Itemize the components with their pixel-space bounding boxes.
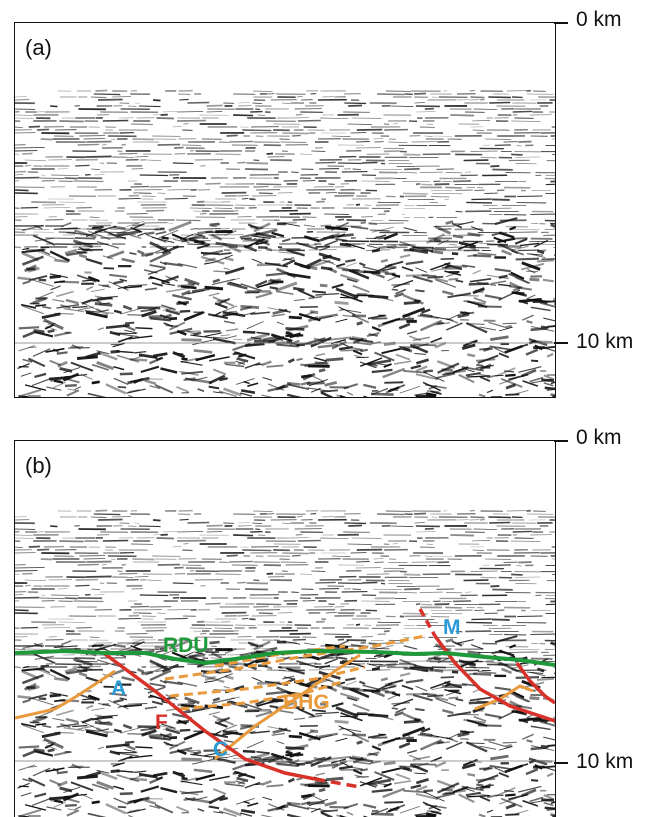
seismic-panel-b: (b) RDU M A F BHG C xyxy=(14,440,556,817)
interpretation-overlay xyxy=(15,441,555,817)
label-m: M xyxy=(443,616,461,640)
seismic-reflections xyxy=(15,90,555,397)
depth-label-0km-b: 0 km xyxy=(576,426,622,450)
seismic-panel-a: (a) xyxy=(14,22,556,398)
reflector-dashed-4 xyxy=(215,646,345,666)
depth-label-0km-a: 0 km xyxy=(576,8,622,32)
horizon-rdu xyxy=(15,651,555,665)
panel-tag-b: (b) xyxy=(25,453,52,479)
label-c: C xyxy=(213,738,228,762)
depth-tick-10km-a xyxy=(554,342,568,344)
depth-tick-0km-a xyxy=(554,22,568,24)
fault-f-dashed xyxy=(315,779,360,787)
reflector-west xyxy=(15,671,115,718)
label-f: F xyxy=(155,711,168,735)
fault-m xyxy=(435,636,555,721)
label-bhg: BHG xyxy=(283,691,330,715)
depth-label-10km-a: 10 km xyxy=(576,330,633,354)
label-rdu: RDU xyxy=(163,634,209,658)
label-a: A xyxy=(111,677,126,701)
depth-tick-0km-b xyxy=(554,440,568,442)
depth-label-10km-b: 10 km xyxy=(576,750,633,774)
fault-m-dashed xyxy=(420,609,435,636)
depth-tick-10km-b xyxy=(554,762,568,764)
panel-tag-a: (a) xyxy=(25,35,52,61)
fault-east xyxy=(517,663,555,703)
seismic-section-a xyxy=(15,23,555,397)
